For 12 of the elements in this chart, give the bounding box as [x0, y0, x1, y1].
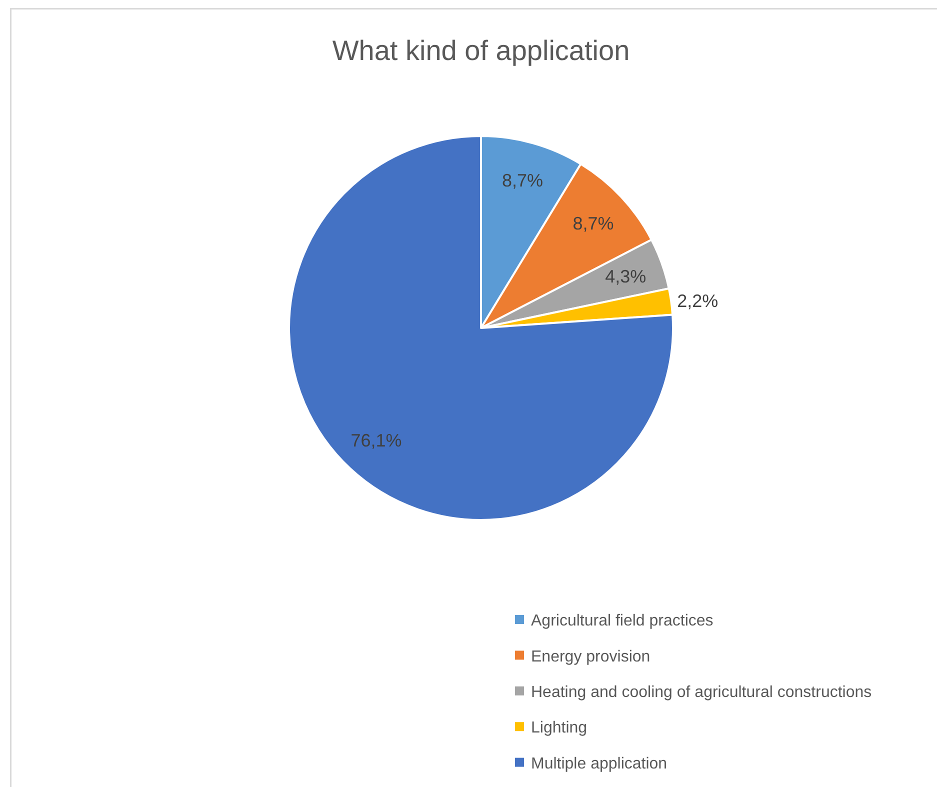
pie-slice	[288, 135, 674, 521]
data-label: 8,7%	[572, 214, 614, 234]
data-label: 4,3%	[605, 266, 646, 287]
legend-label: Agricultural field practices	[531, 612, 714, 630]
data-label: 76,1%	[350, 430, 402, 451]
legend-label: Multiple application	[531, 755, 668, 772]
legend-label: Energy provision	[531, 648, 650, 666]
chart-title: What kind of application	[332, 35, 630, 66]
data-label: 2,2%	[677, 291, 718, 312]
data-label: 8,7%	[502, 170, 543, 190]
legend-label: Lighting	[531, 720, 588, 737]
legend-label: Heating and cooling of agricultural constructions	[531, 684, 872, 701]
